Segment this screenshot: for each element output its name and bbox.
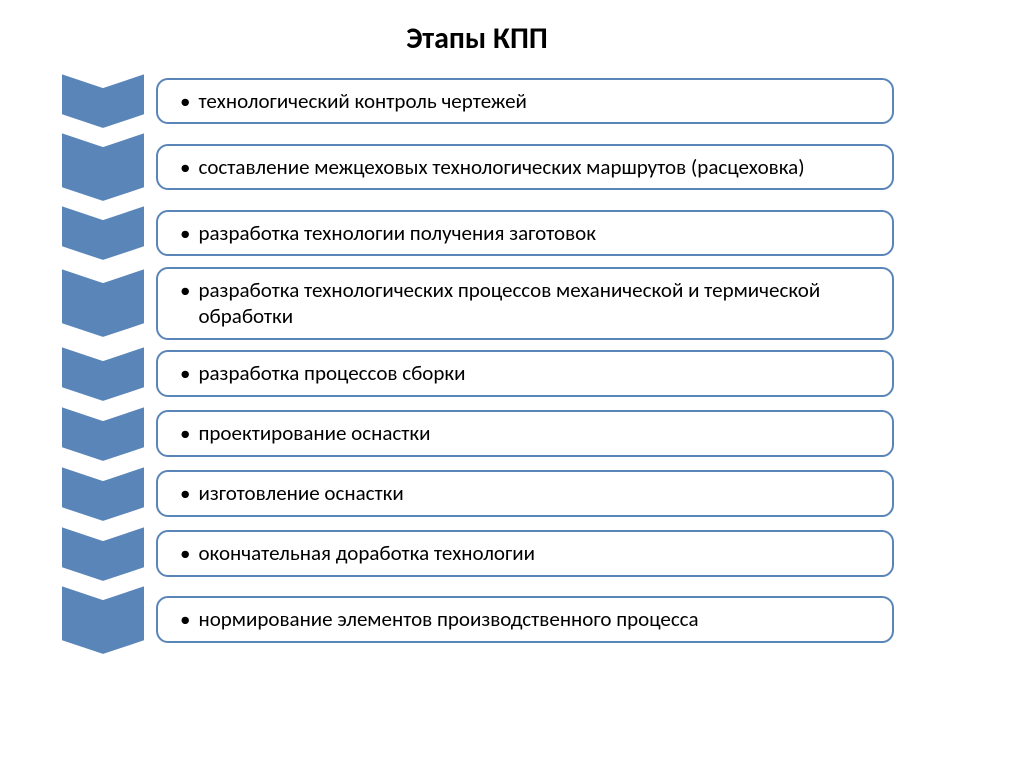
step-text: изготовление оснастки <box>198 480 403 506</box>
chevron-down-icon <box>60 71 146 131</box>
chevron-down-icon <box>60 524 146 584</box>
bullet-icon: • <box>180 606 190 632</box>
bullet-icon: • <box>180 154 190 180</box>
step-text: проектирование оснастки <box>198 420 430 446</box>
chevron-down-icon <box>60 404 146 464</box>
step-text: окончательная доработка технологии <box>198 540 535 566</box>
step-text: составление межцеховых технологических м… <box>198 154 804 180</box>
step-row: • разработка технологических процессов ме… <box>60 263 894 344</box>
step-row: • изготовление оснастки <box>60 464 894 524</box>
step-row: • составление межцеховых технологических … <box>60 131 894 203</box>
step-row: • проектирование оснастки <box>60 404 894 464</box>
bullet-icon: • <box>180 220 190 246</box>
steps-list: • технологический контроль чертежей • сост… <box>60 71 894 656</box>
bullet-icon: • <box>180 540 190 566</box>
page-title: Этапы КПП <box>60 20 894 57</box>
step-row: • окончательная доработка технологии <box>60 524 894 584</box>
step-box: • составление межцеховых технологических … <box>156 144 894 190</box>
step-row: • технологический контроль чертежей <box>60 71 894 131</box>
step-text: разработка технологических процессов мех… <box>198 277 878 330</box>
bullet-icon: • <box>180 277 190 303</box>
step-box: • проектирование оснастки <box>156 410 894 456</box>
step-box: • изготовление оснастки <box>156 470 894 516</box>
step-box: • технологический контроль чертежей <box>156 78 894 124</box>
bullet-icon: • <box>180 88 190 114</box>
step-box: • окончательная доработка технологии <box>156 530 894 576</box>
step-box: • разработка технологических процессов ме… <box>156 267 894 340</box>
step-row: • нормирование элементов производственног… <box>60 584 894 656</box>
step-box: • нормирование элементов производственног… <box>156 596 894 642</box>
step-text: разработка процессов сборки <box>198 360 465 386</box>
bullet-icon: • <box>180 420 190 446</box>
chevron-down-icon <box>60 263 146 344</box>
chevron-down-icon <box>60 584 146 656</box>
bullet-icon: • <box>180 480 190 506</box>
step-box: • разработка процессов сборки <box>156 350 894 396</box>
bullet-icon: • <box>180 360 190 386</box>
step-text: разработка технологии получения заготово… <box>198 220 595 246</box>
step-text: технологический контроль чертежей <box>198 88 526 114</box>
step-row: • разработка технологии получения заготов… <box>60 203 894 263</box>
chevron-down-icon <box>60 131 146 203</box>
chevron-down-icon <box>60 344 146 404</box>
chevron-down-icon <box>60 203 146 263</box>
chevron-down-icon <box>60 464 146 524</box>
step-box: • разработка технологии получения заготов… <box>156 210 894 256</box>
step-row: • разработка процессов сборки <box>60 344 894 404</box>
step-text: нормирование элементов производственного… <box>198 606 698 632</box>
